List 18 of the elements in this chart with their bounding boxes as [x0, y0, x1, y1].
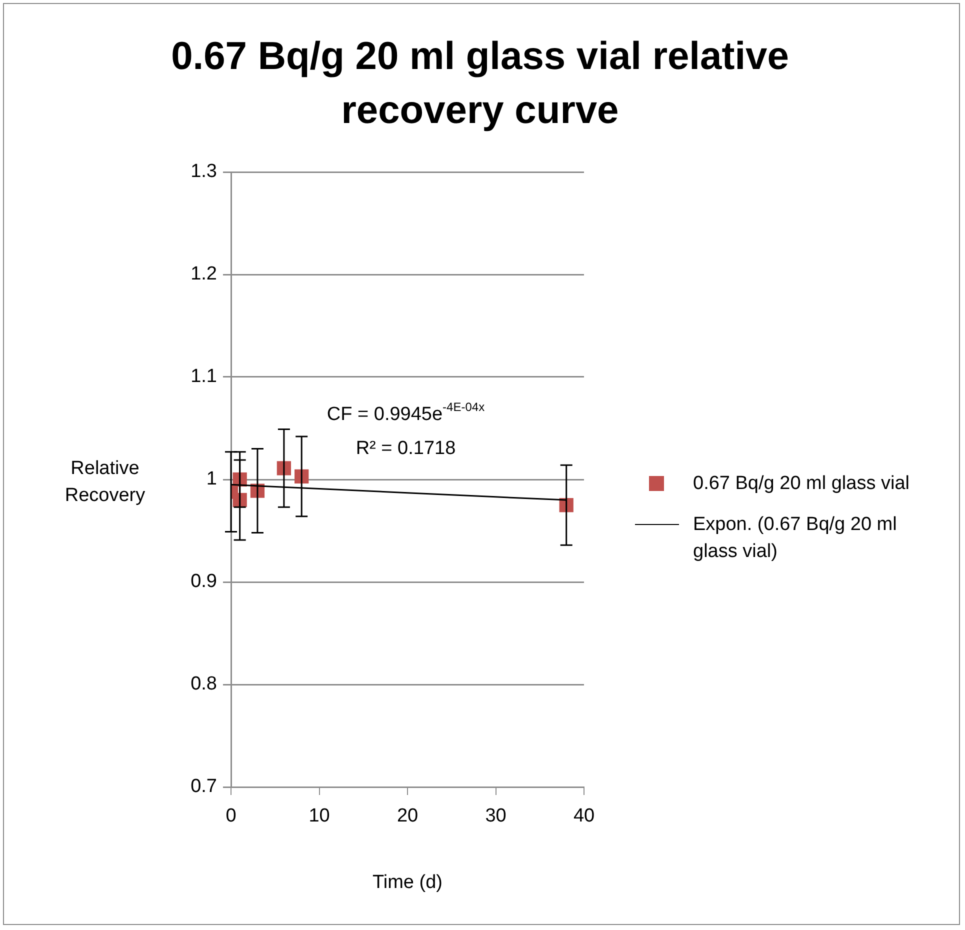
y-tick-label: 1.3 [190, 161, 217, 182]
x-tick-label: 20 [396, 806, 418, 827]
legend-label: 0.67 Bq/g 20 ml glass vial [693, 472, 911, 496]
chart-title: 0.67 Bq/g 20 ml glass vial relative recovery curve [170, 34, 790, 134]
y-tick-label: 0.9 [190, 571, 217, 592]
y-axis-title: Relative Recovery [64, 457, 146, 508]
y-tick-label: 1.2 [190, 264, 217, 285]
y-tick-label: 0.8 [190, 674, 217, 695]
x-tick-label: 0 [226, 806, 236, 827]
x-tick-label: 10 [308, 806, 330, 827]
y-tick-label: 1 [206, 468, 217, 490]
x-axis-title: Time (d) [371, 872, 444, 894]
legend-label: Expon. (0.67 Bq/g 20 ml glass vial) [693, 513, 898, 564]
x-tick-label: 30 [485, 806, 506, 827]
annotation: R² = 0.1718 [356, 438, 456, 459]
x-tick-label: 40 [573, 806, 595, 827]
y-tick-label: 0.7 [190, 776, 217, 798]
y-tick-label: 1.1 [190, 366, 217, 388]
